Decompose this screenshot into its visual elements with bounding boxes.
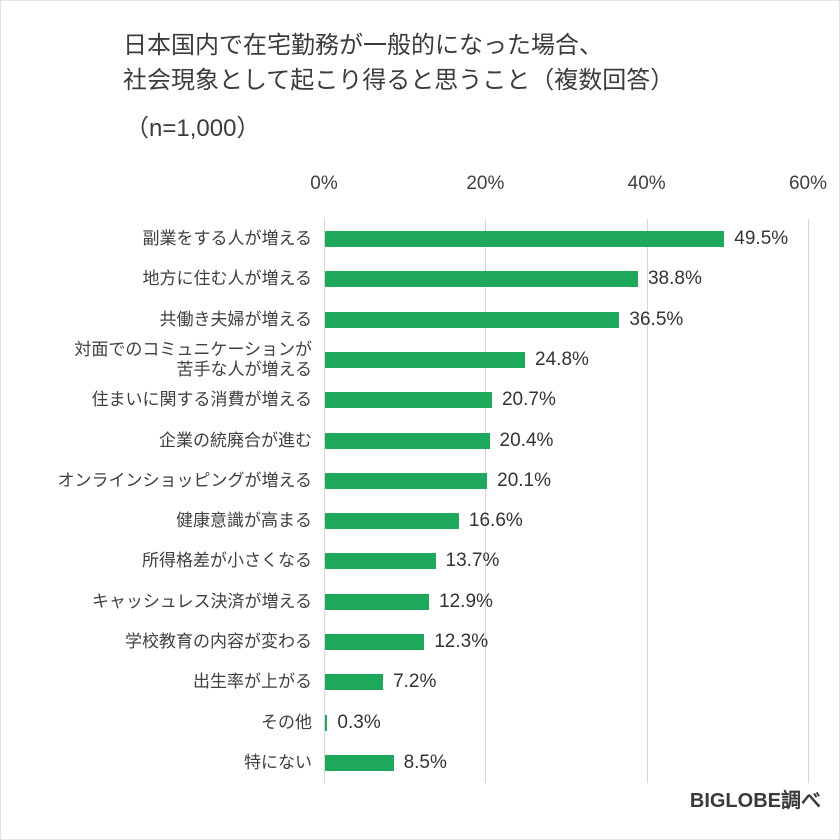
bar xyxy=(325,593,430,610)
bar xyxy=(325,271,638,288)
category-label: その他 xyxy=(261,712,312,732)
value-label: 20.1% xyxy=(497,469,551,491)
category-label: 副業をする人が増える xyxy=(142,229,313,249)
category-label: 健康意識が高まる xyxy=(176,511,312,531)
value-label: 49.5% xyxy=(734,228,789,250)
value-label: 20.7% xyxy=(501,389,556,411)
x-axis-tick-label: 40% xyxy=(627,173,666,194)
gridline-40% xyxy=(646,219,648,783)
category-label: 所得格差が小さくなる xyxy=(142,551,312,571)
bar xyxy=(325,472,488,489)
bar xyxy=(325,674,384,691)
bar xyxy=(325,231,725,248)
value-label: 7.2% xyxy=(393,671,437,693)
category-label: 住まいに関する消費が増える xyxy=(91,390,313,410)
bar xyxy=(325,553,436,570)
x-axis-tick-label: 20% xyxy=(466,173,505,194)
value-label: 8.5% xyxy=(403,751,447,773)
bar xyxy=(325,513,459,530)
bar xyxy=(325,714,328,731)
value-label: 12.3% xyxy=(434,630,489,652)
sample-size-label: （n=1,000） xyxy=(125,115,261,142)
category-label: 対面でのコミュニケーションが 苦手な人が増える xyxy=(74,339,312,379)
bar xyxy=(325,311,620,328)
gridline-20% xyxy=(485,219,487,783)
value-label: 38.8% xyxy=(647,268,702,290)
category-label: キャッシュレス決済が増える xyxy=(91,591,312,611)
bar xyxy=(325,352,526,368)
x-axis-tick-label: 0% xyxy=(310,173,338,194)
bar xyxy=(325,392,492,409)
category-label: 企業の統廃合が進む xyxy=(159,430,312,450)
value-label: 24.8% xyxy=(535,348,589,370)
category-label: オンラインショッピングが増える xyxy=(57,470,313,490)
value-label: 12.9% xyxy=(439,590,493,612)
category-label: 特にない xyxy=(244,752,312,772)
chart-title: 日本国内で在宅勤務が一般的になった場合、 社会現象として起こり得ると思うこと（複… xyxy=(123,32,675,94)
x-axis-tick-label: 60% xyxy=(788,173,828,194)
value-label: 13.7% xyxy=(445,550,500,572)
value-label: 20.4% xyxy=(499,429,554,451)
gridline-60% xyxy=(808,219,809,783)
category-label: 共働き夫婦が増える xyxy=(159,309,313,329)
gridline-0% xyxy=(324,219,325,783)
source-credit: BIGLOBE調べ xyxy=(689,790,821,812)
bar xyxy=(325,432,490,449)
category-label: 地方に住む人が増える xyxy=(142,269,313,289)
value-label: 16.6% xyxy=(468,510,523,532)
category-label: 出生率が上がる xyxy=(193,672,312,692)
bar xyxy=(325,754,394,771)
value-label: 0.3% xyxy=(337,711,381,733)
bar xyxy=(325,634,425,650)
category-label: 学校教育の内容が変わる xyxy=(125,631,312,651)
value-label: 36.5% xyxy=(629,308,684,330)
